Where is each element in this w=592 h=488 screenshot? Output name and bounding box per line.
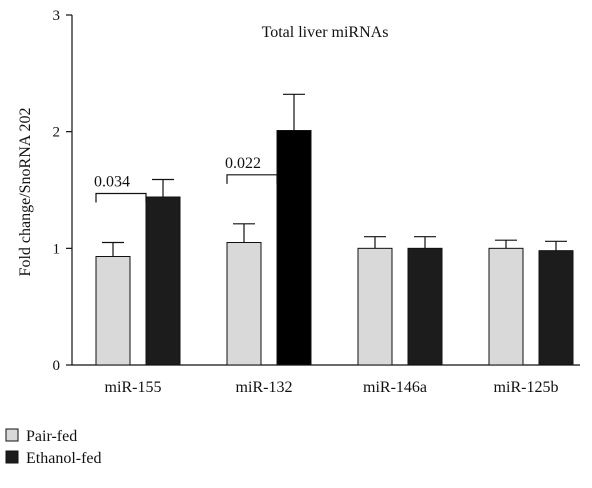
category-labels: miR-155 miR-132 miR-146a miR-125b: [105, 379, 559, 396]
significance-brackets: 0.034 0.022: [94, 155, 278, 203]
error-bars: [102, 93, 567, 257]
significance-bracket: [226, 174, 278, 184]
y-axis-ticks: 0 1 2 3: [53, 8, 72, 374]
y-tick-label: 0: [53, 358, 61, 374]
category-label: miR-146a: [363, 379, 427, 396]
y-tick-label: 3: [53, 8, 61, 24]
y-axis-label: Fold change/SnoRNA 202: [17, 108, 34, 277]
y-tick-label: 1: [53, 241, 61, 257]
p-value-label: 0.034: [94, 174, 130, 191]
bar-ethanol-fed-mir-155: [145, 196, 181, 366]
legend-label: Pair-fed: [26, 428, 77, 445]
bar-pair-fed-mir-155: [95, 256, 131, 366]
bar-pair-fed-mir-132: [226, 242, 262, 366]
p-value-label: 0.022: [225, 155, 261, 172]
category-label: miR-132: [236, 379, 293, 396]
bar-ethanol-fed-mir-146a: [407, 247, 443, 366]
legend-label: Ethanol-fed: [26, 450, 102, 467]
bar-ethanol-fed-mir-125b: [538, 250, 574, 366]
chart-title: Total liver miRNAs: [262, 24, 389, 41]
legend-swatch: [5, 428, 19, 442]
bar-pair-fed-mir-146a: [357, 247, 393, 366]
category-label: miR-155: [105, 379, 162, 396]
category-label: miR-125b: [494, 379, 559, 396]
bars: [95, 130, 574, 366]
legend-swatch: [5, 450, 19, 464]
legend: Pair-fed Ethanol-fed: [5, 428, 102, 467]
bar-ethanol-fed-mir-132: [276, 130, 312, 366]
y-tick-label: 2: [53, 125, 61, 141]
significance-bracket: [95, 192, 147, 203]
bar-pair-fed-mir-125b: [488, 247, 524, 366]
